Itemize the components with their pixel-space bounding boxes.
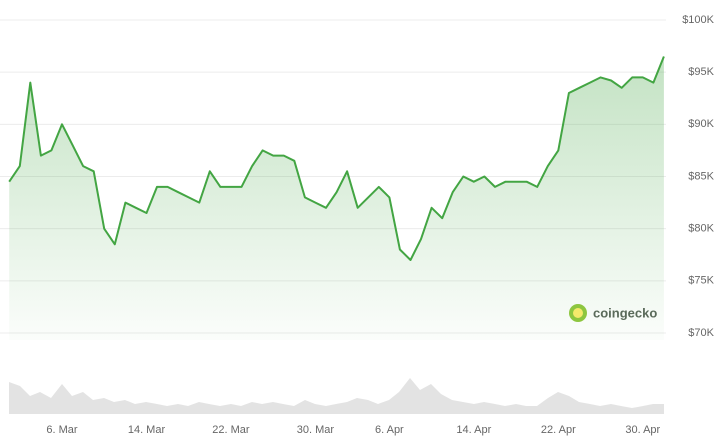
y-tick-label: $85K <box>688 170 714 182</box>
x-tick-label: 22. Apr <box>541 424 576 436</box>
watermark-logo-inner <box>573 308 583 318</box>
y-tick-label: $80K <box>688 223 714 235</box>
y-tick-label: $75K <box>688 275 714 287</box>
x-tick-label: 6. Apr <box>375 424 404 436</box>
price-line <box>8 56 665 261</box>
x-tick-label: 30. Mar <box>297 424 335 436</box>
watermark: coingecko <box>569 304 657 322</box>
y-tick-label: $100K <box>682 14 714 26</box>
x-tick-label: 30. Apr <box>625 424 660 436</box>
watermark-text: coingecko <box>593 305 657 320</box>
price-area <box>9 56 664 340</box>
x-tick-label: 14. Mar <box>128 424 166 436</box>
volume-silhouette <box>9 378 664 414</box>
y-tick-label: $90K <box>688 118 714 130</box>
y-tick-label: $95K <box>688 66 714 78</box>
x-tick-label: 22. Mar <box>212 424 250 436</box>
y-tick-label: $70K <box>688 327 714 339</box>
x-tick-label: 14. Apr <box>456 424 491 436</box>
x-tick-label: 6. Mar <box>46 424 78 436</box>
